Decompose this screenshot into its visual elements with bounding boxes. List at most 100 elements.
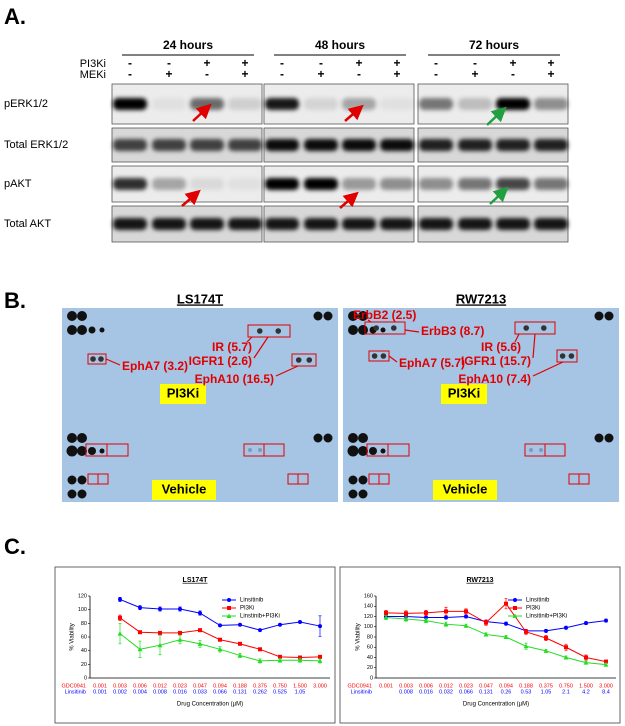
point (404, 614, 408, 619)
band (342, 178, 376, 190)
point (523, 643, 529, 649)
spot (358, 475, 368, 485)
y-axis-label: % Viability (70, 623, 76, 651)
series-line (386, 615, 607, 632)
point (403, 616, 409, 622)
x-tick-label: 0.001 (93, 689, 107, 695)
spot (358, 446, 368, 456)
annotation: EphA7 (3.2) (122, 359, 188, 373)
sign: - (357, 67, 361, 81)
y-tick-label: 120 (364, 614, 373, 620)
point (158, 630, 162, 635)
x-tick-label: 0.188 (519, 683, 533, 689)
legend-label: Linstinib+PI3Ki (240, 614, 280, 620)
x-tick-label: 0.023 (173, 683, 187, 689)
y-tick-label: 40 (81, 648, 87, 654)
sign: + (203, 56, 210, 70)
chart-frame (339, 566, 621, 724)
point (238, 641, 242, 646)
y-tick-label: 100 (364, 624, 373, 630)
spot (67, 325, 77, 335)
annotation: IGFR1 (2.6) (189, 354, 252, 368)
point (563, 655, 569, 660)
spot (323, 311, 333, 321)
point (543, 648, 549, 653)
point (512, 613, 518, 618)
spot (248, 448, 252, 452)
band (534, 218, 568, 230)
x-tick-label: 4.2 (582, 689, 590, 695)
point (237, 653, 243, 658)
band (380, 98, 414, 110)
band (304, 218, 338, 230)
spot-box (291, 353, 317, 367)
spot (67, 475, 77, 485)
sign: - (167, 56, 171, 70)
spot (99, 327, 105, 333)
x-tick-label: 8.4 (602, 689, 610, 695)
leader (532, 333, 536, 359)
band (304, 178, 338, 190)
x-tick-label: 0.26 (501, 689, 512, 695)
point (444, 609, 448, 614)
spot (66, 445, 78, 457)
point (564, 625, 568, 630)
point (277, 657, 283, 663)
band (228, 98, 262, 110)
band (228, 218, 262, 230)
sign: + (393, 67, 400, 81)
legend-label: Linsitinib+PI3Ki (526, 614, 567, 620)
point (227, 598, 231, 602)
panel-label: A. (4, 4, 26, 29)
point (423, 618, 429, 623)
point (318, 624, 322, 629)
annotation: IGFR1 (15.7) (461, 354, 531, 368)
band (190, 218, 224, 230)
label-box (433, 480, 497, 500)
x-tick-label: 1.500 (293, 683, 307, 689)
point (138, 630, 142, 635)
band (496, 139, 530, 151)
spot (256, 328, 263, 334)
point (118, 615, 122, 620)
band (534, 98, 568, 110)
x-tick-label: 0.131 (233, 689, 247, 695)
point (117, 631, 123, 636)
blot-label: Total AKT (4, 218, 51, 230)
spot (391, 325, 397, 331)
point (604, 618, 608, 623)
band (458, 178, 492, 190)
sign: + (241, 67, 248, 81)
band (152, 178, 186, 190)
band (304, 98, 338, 110)
x-tick-label: 0.525 (273, 689, 287, 695)
y-tick-label: 60 (81, 634, 87, 640)
x-tick-label: 0.262 (253, 689, 267, 695)
x-tick-label: 0.016 (173, 689, 187, 695)
spot (358, 489, 368, 499)
x-tick-label: 0.002 (113, 689, 127, 695)
point (197, 641, 203, 646)
band (113, 98, 147, 110)
series-line (385, 602, 607, 663)
leader (532, 361, 564, 377)
spot (371, 353, 378, 359)
band (152, 139, 186, 151)
point (584, 655, 588, 660)
spot (529, 448, 533, 452)
label-box (160, 384, 206, 404)
x-tick-label: 1.500 (579, 683, 593, 689)
spot (348, 475, 358, 485)
point (227, 606, 231, 610)
annotation: EphA7 (5.7) (399, 356, 465, 370)
panel-label: C. (4, 534, 26, 559)
leader (275, 365, 299, 377)
spot (348, 489, 358, 499)
spot (604, 433, 614, 443)
band (458, 139, 492, 151)
sign: + (393, 56, 400, 70)
x-tick-label: 3.000 (599, 683, 613, 689)
spot (313, 433, 323, 443)
